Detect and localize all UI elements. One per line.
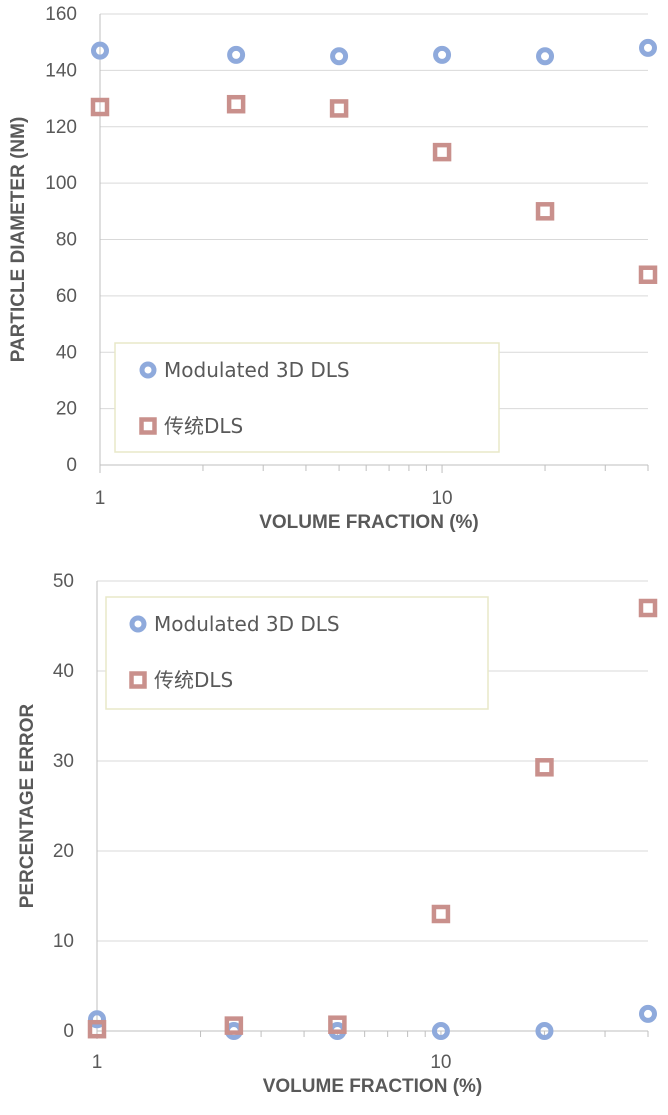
point-series0-4 xyxy=(536,47,555,66)
percentage-error-chart: 0 10 20 30 40 50 1 10 VOLUME FRACTION (%) PERCENT… xyxy=(17,571,658,1097)
point-series1-2 xyxy=(329,99,349,118)
legend-box xyxy=(114,342,500,453)
point-series0-5 xyxy=(639,38,657,57)
x-axis-title: VOLUME FRACTION (%) xyxy=(263,1076,483,1097)
point-series1-2 xyxy=(328,1015,347,1034)
legend-marker-0 xyxy=(129,615,147,633)
x-tick-label-1: 1 xyxy=(92,1052,103,1073)
y-tick-label-50: 50 xyxy=(53,571,74,592)
legend-marker-1 xyxy=(139,417,157,435)
legend-marker-1 xyxy=(129,671,147,689)
point-series1-4 xyxy=(535,758,554,777)
y-tick-label-40: 40 xyxy=(53,661,74,682)
legend-label-0: Modulated 3D DLS xyxy=(154,612,340,636)
x-tick-label-10: 10 xyxy=(431,488,452,509)
y-tick-label-140: 140 xyxy=(45,60,77,81)
point-series1-5 xyxy=(638,598,658,618)
point-series1-1 xyxy=(226,94,246,114)
y-tick-label-20: 20 xyxy=(53,841,74,862)
y-tick-label-0: 0 xyxy=(66,455,77,476)
y-tick-label-80: 80 xyxy=(56,230,77,251)
particle-diameter-chart: 0 20 40 60 80 100 120 140 160 1 10 VOLUME FRACTION … xyxy=(8,4,658,533)
y-tick-label-10: 10 xyxy=(53,931,74,952)
y-tick-label-0: 0 xyxy=(63,1021,74,1042)
y-tick-label-160: 160 xyxy=(45,4,77,25)
point-series0-0 xyxy=(88,1010,106,1029)
point-series1-4 xyxy=(535,202,555,221)
point-series0-3 xyxy=(433,45,452,64)
point-series1-0 xyxy=(90,97,110,117)
y-axis-title: PARTICLE DIAMETER (NM) xyxy=(8,117,29,363)
y-tick-label-30: 30 xyxy=(53,751,74,772)
point-series1-3 xyxy=(432,142,452,162)
point-series1-5 xyxy=(638,265,658,284)
legend-label-1: 传统DLS xyxy=(154,668,233,692)
point-series0-3 xyxy=(431,1022,450,1040)
point-series0-0 xyxy=(91,41,109,60)
legend-marker-0 xyxy=(139,361,157,379)
y-tick-label-60: 60 xyxy=(56,286,77,307)
point-series0-1 xyxy=(227,45,246,64)
point-series1-1 xyxy=(224,1016,244,1035)
point-series0-4 xyxy=(535,1022,554,1040)
point-series0-5 xyxy=(639,1004,657,1023)
point-series0-2 xyxy=(330,47,349,66)
legend-label-1: 传统DLS xyxy=(164,414,243,438)
y-tick-label-40: 40 xyxy=(56,342,77,363)
legend-box xyxy=(105,596,489,710)
y-tick-label-120: 120 xyxy=(45,117,77,138)
point-series1-3 xyxy=(431,904,451,924)
y-tick-label-100: 100 xyxy=(45,173,77,194)
point-series1-0 xyxy=(87,1019,107,1039)
x-tick-label-10: 10 xyxy=(430,1052,451,1073)
x-tick-label-1: 1 xyxy=(95,488,106,509)
x-axis-title: VOLUME FRACTION (%) xyxy=(259,512,479,533)
y-tick-label-20: 20 xyxy=(56,399,77,420)
y-axis-title: PERCENTAGE ERROR xyxy=(17,704,38,909)
legend-label-0: Modulated 3D DLS xyxy=(164,358,350,382)
